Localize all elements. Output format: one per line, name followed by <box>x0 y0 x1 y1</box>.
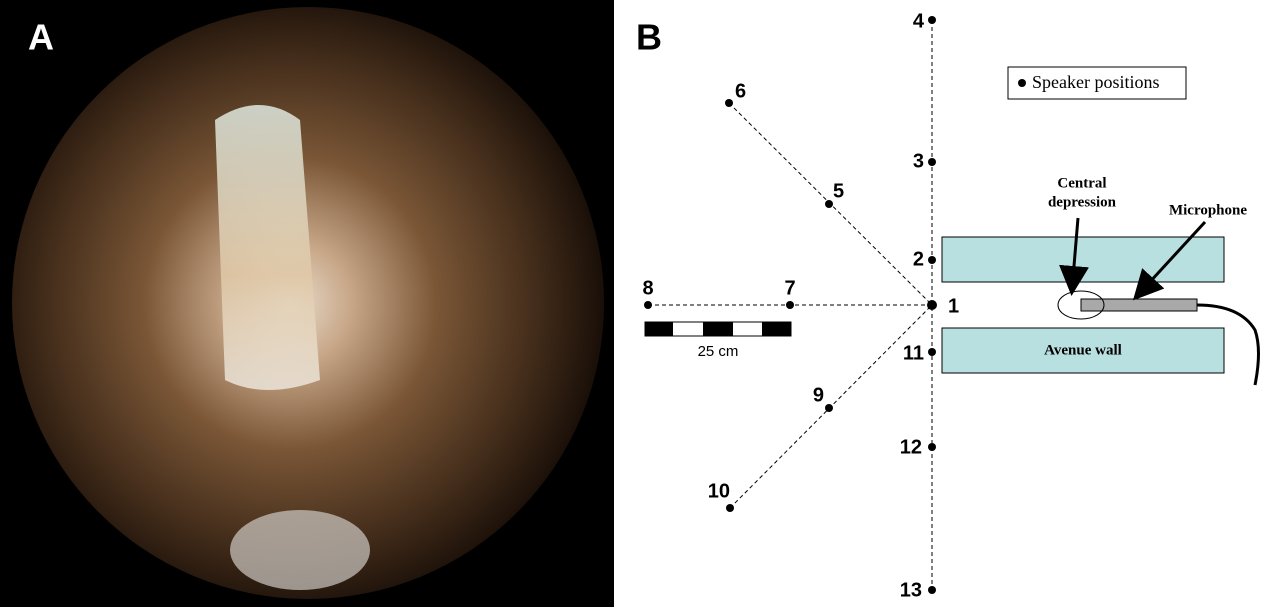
speaker-position <box>786 301 794 309</box>
scale-bar <box>644 321 792 337</box>
position-label: 8 <box>642 277 653 299</box>
speaker-position <box>928 16 936 24</box>
annotation: depression <box>1048 194 1117 210</box>
speaker-position <box>928 348 936 356</box>
speaker-position <box>825 200 833 208</box>
position-label: 3 <box>913 150 924 172</box>
position-label: 12 <box>900 436 922 458</box>
speaker-position <box>825 404 833 412</box>
position-label: 4 <box>913 10 925 32</box>
legend <box>1007 66 1187 100</box>
photo-opening <box>215 105 320 390</box>
speaker-position <box>644 301 652 309</box>
annotation: Microphone <box>1169 202 1247 218</box>
scale-label: 25 cm <box>698 343 739 360</box>
position-label: 1 <box>948 295 959 317</box>
panel-label: A <box>28 17 54 58</box>
legend-label: Speaker positions <box>1032 72 1160 92</box>
arrow <box>1059 217 1089 296</box>
arrow <box>1132 220 1207 301</box>
speaker-position <box>927 300 937 310</box>
speaker-position <box>928 158 936 166</box>
speaker-position <box>726 504 734 512</box>
wall <box>941 236 1225 283</box>
speaker-position <box>928 256 936 264</box>
position-label: 13 <box>900 579 922 601</box>
position-label: 5 <box>833 180 844 202</box>
panel-label: B <box>636 17 662 58</box>
wall-label: Avenue wall <box>1044 342 1122 358</box>
position-label: 2 <box>913 248 924 270</box>
cable <box>1196 303 1260 386</box>
position-label: 9 <box>813 384 824 406</box>
speaker-position <box>725 99 733 107</box>
position-label: 11 <box>903 342 924 364</box>
position-label: 7 <box>784 277 795 299</box>
wall <box>941 327 1225 374</box>
annotation: Central <box>1057 175 1106 191</box>
position-label: 6 <box>735 80 746 102</box>
legend-marker <box>1018 79 1026 87</box>
position-label: 10 <box>708 480 730 502</box>
photo-stones <box>230 510 370 590</box>
microphone <box>1080 298 1198 312</box>
speaker-position <box>928 443 936 451</box>
speaker-position <box>928 586 936 594</box>
